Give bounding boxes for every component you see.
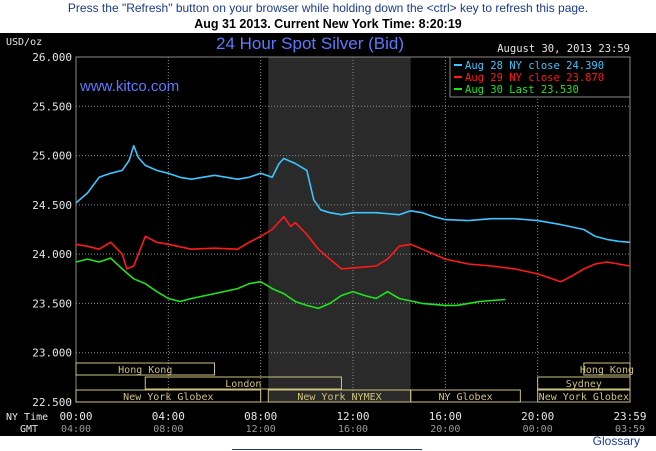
- session-label: Sydney: [566, 379, 602, 390]
- x-tick-label-ny: 08:00: [244, 410, 277, 423]
- spot-silver-chart: Hong Kong Hong Kong London Sydney New York G…: [0, 33, 656, 436]
- y-tick-label: 24.500: [32, 199, 72, 212]
- refresh-note: Press the "Refresh" button on your brows…: [67, 1, 589, 15]
- series-line-1: [75, 215, 631, 283]
- bottom-divider: [232, 449, 422, 450]
- y-tick-label: 23.500: [32, 297, 72, 310]
- y-tick-label: 25.000: [32, 150, 72, 163]
- x-tick-label-gmt: 03:59: [615, 424, 645, 435]
- legend-entry: Aug 30 Last 23.530: [465, 84, 579, 96]
- session-label: New York Globex: [539, 392, 629, 403]
- x-tick-label-ny: 16:00: [429, 410, 462, 423]
- session-bar: [537, 389, 631, 403]
- session-bar: [75, 389, 262, 403]
- x-tick-label-ny: 23:59: [613, 410, 646, 423]
- date-line: Aug 31 2013. Current New York Time: 8:20…: [194, 17, 462, 31]
- series-line-2: [75, 257, 506, 310]
- session-label: Hong Kong: [580, 365, 634, 376]
- chart-timestamp: August 30, 2013 23:59: [497, 43, 630, 55]
- y-tick-label: 26.000: [32, 51, 72, 64]
- x-tick-label-ny: 04:00: [152, 410, 185, 423]
- x-tick-label-gmt: 20:00: [430, 424, 460, 435]
- session-label: New York Globex: [123, 392, 213, 403]
- glossary-link[interactable]: Glossary: [592, 434, 640, 448]
- y-axis-unit: USD/oz: [6, 37, 42, 48]
- x-tick-label-gmt: 08:00: [153, 424, 183, 435]
- x-tick-label-ny: 12:00: [336, 410, 369, 423]
- x-tick-label-gmt: 00:00: [523, 424, 553, 435]
- y-tick-label: 24.000: [32, 248, 72, 261]
- legend-entry: Aug 29 NY close 23.870: [465, 72, 604, 84]
- x-tick-label-ny: 20:00: [521, 410, 554, 423]
- legend-box: [449, 56, 631, 98]
- session-label: New York NYMEX: [297, 392, 381, 403]
- session-label: London: [225, 379, 261, 390]
- session-label: NY Globex: [438, 392, 492, 403]
- ny-time-axis-label: NY Time: [6, 412, 48, 423]
- y-tick-label: 25.500: [32, 100, 72, 113]
- gmt-axis-label: GMT: [20, 424, 38, 435]
- y-tick-label: 22.500: [32, 396, 72, 409]
- session-label: Hong Kong: [118, 365, 172, 376]
- series-line-0: [75, 144, 631, 244]
- session-bar: [75, 362, 215, 376]
- session-bar: [410, 389, 521, 403]
- session-bar: [537, 376, 631, 390]
- x-tick-label-gmt: 12:00: [246, 424, 276, 435]
- session-bar: [583, 362, 631, 376]
- nymex-session-shade: [268, 57, 411, 402]
- legend-entry: Aug 28 NY close 24.390: [465, 60, 604, 72]
- chart-title: 24 Hour Spot Silver (Bid): [216, 34, 404, 53]
- y-tick-label: 23.000: [32, 347, 72, 360]
- kitco-watermark: www.kitco.com: [79, 78, 179, 95]
- x-tick-label-gmt: 16:00: [338, 424, 368, 435]
- x-tick-label-gmt: 04:00: [61, 424, 91, 435]
- session-bar: [144, 376, 342, 390]
- x-tick-label-ny: 00:00: [59, 410, 92, 423]
